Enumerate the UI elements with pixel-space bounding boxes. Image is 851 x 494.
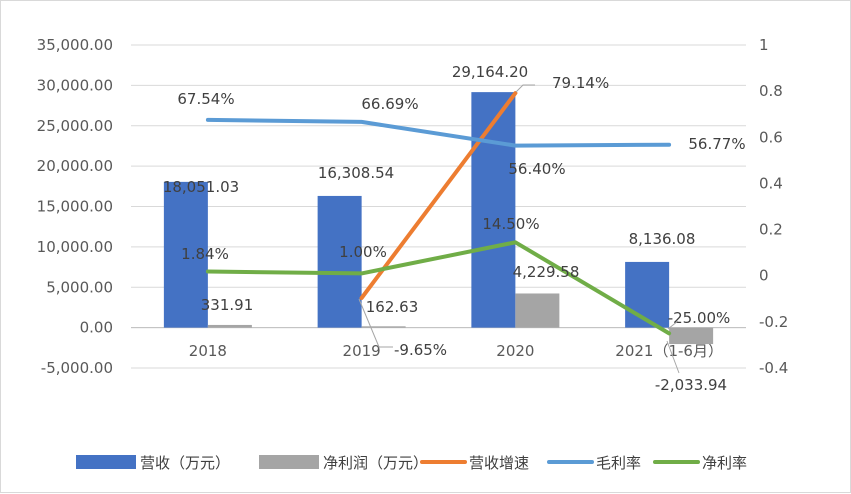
net-profit-data-label: 331.91 [201,296,254,314]
leader-line [666,340,680,374]
left-axis-tick-label: 20,000.00 [37,157,113,175]
legend-swatch [259,455,319,469]
net-margin-data-label: 1.00% [339,243,387,261]
bar-net-profit [669,327,714,345]
net-profit-data-label: 4,229.58 [513,263,580,281]
left-axis-tick-label: 0.00 [80,319,113,337]
revenue-data-label: 8,136.08 [629,230,696,248]
series-line-2 [205,240,672,336]
bar-net-profit [207,324,252,328]
left-axis-tick-label: 35,000.00 [37,36,113,54]
net-margin-data-label: 14.50% [482,215,539,233]
right-axis-tick-label: 1 [759,36,769,54]
right-axis-tick-label: 0.2 [759,221,783,239]
left-axis-tick-label: 15,000.00 [37,198,113,216]
gross-margin-data-label: 67.54% [177,90,234,108]
net-margin-data-label: 1.84% [181,245,229,263]
left-axis-tick-label: 30,000.00 [37,76,113,94]
category-label: 2020 [496,342,534,360]
bar-net-profit [515,293,560,328]
net-profit-data-label: -2,033.94 [655,376,727,394]
revenue-data-label: 29,164.20 [452,63,528,81]
left-axis-tick-label: 10,000.00 [37,238,113,256]
revenue-data-label: 16,308.54 [318,164,394,182]
legend-label: 营收增速 [469,454,529,472]
right-axis-tick-label: 0.4 [759,174,783,192]
leader-line [515,84,535,93]
net-margin-data-label: -25.00% [668,309,731,327]
legend-label: 毛利率 [596,454,641,472]
right-axis-tick-label: 0.8 [759,82,783,100]
series-line-0 [359,91,518,300]
left-axis-tick-label: -5,000.00 [41,359,113,377]
right-axis-tick-label: -0.4 [759,359,788,377]
category-label: 2018 [189,342,227,360]
net-profit-data-label: 162.63 [366,298,419,316]
legend-label: 净利润（万元） [323,454,428,472]
growth-data-label: 79.14% [552,74,609,92]
right-axis-tick-label: -0.2 [759,313,788,331]
legend-label: 营收（万元） [140,454,230,472]
leader-line [358,298,393,348]
legend-label: 净利率 [702,454,747,472]
gross-margin-data-label: 56.40% [508,160,565,178]
gross-margin-data-label: 56.77% [688,135,745,153]
legend-swatch [76,455,136,469]
right-axis-tick-label: 0.6 [759,128,783,146]
leader-line [667,320,679,330]
growth-data-label: -9.65% [394,341,447,359]
bar-revenue [471,92,516,328]
category-label: 2021（1-6月） [615,342,723,360]
bar-revenue [317,195,362,328]
series-line-1 [205,117,672,148]
right-axis-tick-label: 0 [759,267,769,285]
category-label: 2019 [343,342,381,360]
bar-revenue [625,261,670,328]
left-axis-tick-label: 5,000.00 [46,278,113,296]
bar-revenue [163,181,208,328]
left-axis-tick-label: 25,000.00 [37,117,113,135]
revenue-data-label: 18,051.03 [163,178,239,196]
bar-net-profit [361,326,406,328]
gross-margin-data-label: 66.69% [361,95,418,113]
